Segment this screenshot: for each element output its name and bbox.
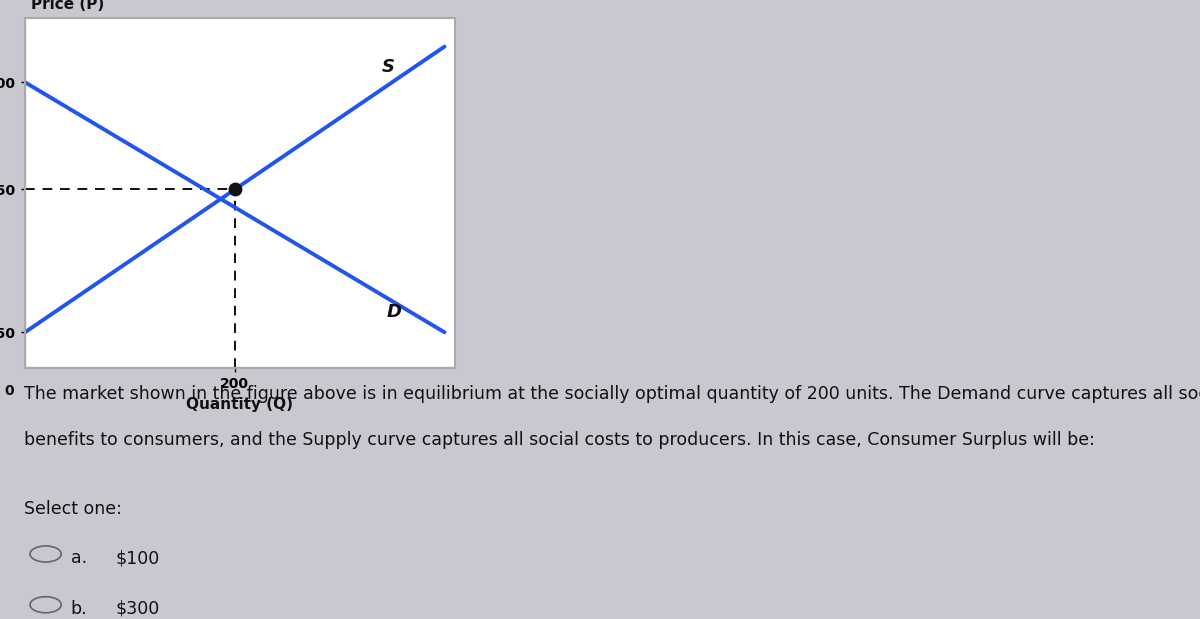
Text: The market shown in the figure above is in equilibrium at the socially optimal q: The market shown in the figure above is … <box>24 385 1200 403</box>
X-axis label: Quantity (Q): Quantity (Q) <box>186 397 294 412</box>
Text: Select one:: Select one: <box>24 500 122 517</box>
Text: $100: $100 <box>115 549 160 567</box>
Text: S: S <box>382 58 395 76</box>
Point <box>226 184 245 194</box>
Text: benefits to consumers, and the Supply curve captures all social costs to produce: benefits to consumers, and the Supply cu… <box>24 431 1094 449</box>
Text: Price (P): Price (P) <box>31 0 104 12</box>
Text: a.: a. <box>71 549 86 567</box>
Text: b.: b. <box>71 600 88 618</box>
Text: 0: 0 <box>5 384 14 398</box>
Text: $300: $300 <box>115 600 160 618</box>
Text: D: D <box>386 303 402 321</box>
